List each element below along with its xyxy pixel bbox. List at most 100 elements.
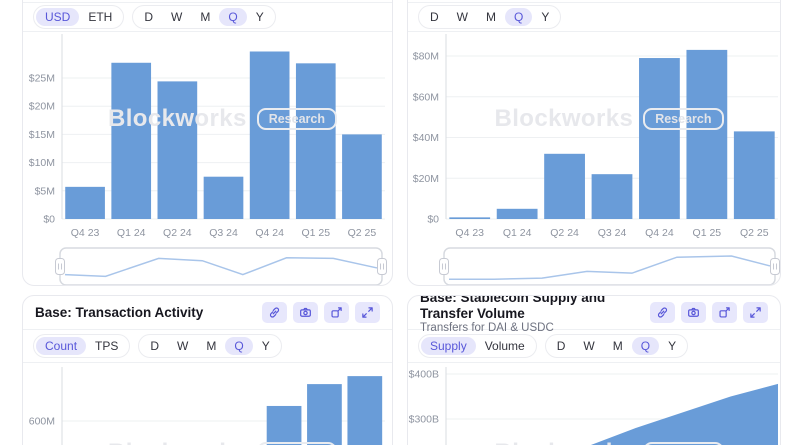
range-navigator[interactable] <box>55 247 387 285</box>
bar-Q4-23[interactable] <box>449 217 491 219</box>
navigator-handle[interactable] <box>439 258 449 275</box>
expand-button[interactable] <box>355 302 380 323</box>
bar-Q3-24[interactable] <box>203 176 244 219</box>
toggle-supply[interactable]: Supply <box>421 337 476 355</box>
toggle-d[interactable]: D <box>144 10 154 24</box>
bar-Q4-24[interactable] <box>639 58 680 219</box>
x-axis-tick-label: Q1 25 <box>693 227 722 239</box>
y-axis-tick-label: $20M <box>29 101 55 113</box>
expand-icon <box>362 307 373 318</box>
x-axis-tick-label: Q3 24 <box>598 227 627 239</box>
x-axis-tick-label: Q1 24 <box>503 227 532 239</box>
x-axis-tick-label: Q2 25 <box>348 227 377 239</box>
x-axis-tick-label: Q1 25 <box>301 227 330 239</box>
toggle-m[interactable]: M <box>206 339 217 353</box>
y-axis-tick-label: $10M <box>29 157 55 169</box>
y-axis-tick-label: $20M <box>413 173 439 185</box>
bar-Q2-25[interactable] <box>347 376 383 445</box>
pill-group: Count TPS <box>33 334 131 358</box>
bar-Q1-25[interactable] <box>686 49 728 220</box>
chart-canvas[interactable]: 600M <box>23 363 392 445</box>
export-image-button[interactable] <box>324 302 349 323</box>
bar-Q1-25[interactable] <box>307 384 342 445</box>
bar-Q1-24[interactable] <box>111 62 152 219</box>
toggle-y[interactable]: Y <box>668 339 677 353</box>
toggle-d[interactable]: D <box>150 339 160 353</box>
bar-Q2-24[interactable] <box>157 81 198 219</box>
toggle-q[interactable]: Q <box>225 337 253 355</box>
bar-Q3-24[interactable] <box>591 174 633 219</box>
link-icon <box>657 307 668 318</box>
navigator-handle[interactable] <box>55 258 65 275</box>
toggle-d[interactable]: D <box>430 10 439 24</box>
chart-canvas[interactable]: $300B $400B <box>408 363 780 445</box>
icon-row <box>650 302 768 323</box>
chart-panel-stablecoin-supply: Base: Stablecoin Supply and Transfer Vol… <box>407 295 781 445</box>
toggle-q[interactable]: Q <box>219 8 247 26</box>
toggle-d[interactable]: D <box>556 339 566 353</box>
toggle-m[interactable]: M <box>200 10 211 24</box>
toggle-row: USD ETH D W M Q Y <box>23 3 392 32</box>
toggle-y[interactable]: Y <box>255 10 264 24</box>
x-axis-tick-label: Q3 24 <box>209 227 238 239</box>
panel-header: Base: Transaction Activity <box>23 296 392 330</box>
camera-icon <box>688 307 699 317</box>
panel-title: Base: Transaction Activity <box>35 304 204 320</box>
camera-button[interactable] <box>681 302 706 323</box>
bar-Q1-25[interactable] <box>295 63 336 219</box>
toggle-usd[interactable]: USD <box>36 8 80 26</box>
toggle-count[interactable]: Count <box>36 337 87 355</box>
panel-header: Base: Stablecoin Supply and Transfer Vol… <box>408 296 780 334</box>
chart-canvas[interactable]: $0 $20M $40M $60M $80M Q4 23 Q1 24 Q2 24 Q3 24 Q4… <box>408 32 780 286</box>
toggle-tps[interactable]: TPS <box>95 339 119 353</box>
toggle-w[interactable]: W <box>583 339 595 353</box>
y-axis-tick-label: $400B <box>409 369 439 381</box>
navigator-series-line <box>449 255 771 281</box>
navigator-series-line <box>64 257 378 278</box>
bar-Q4-24[interactable] <box>266 405 302 445</box>
toggle-w[interactable]: W <box>456 10 468 24</box>
bar-Q2-25[interactable] <box>733 131 775 219</box>
chart-canvas[interactable]: $0 $5M $10M $15M $20M $25M Q4 23 Q1 24 Q2 24 Q3 2… <box>23 32 392 286</box>
toggle-y[interactable]: Y <box>261 339 270 353</box>
x-axis-tick-label: Q4 24 <box>255 227 284 239</box>
toggle-w[interactable]: W <box>171 10 183 24</box>
bar-Q4-24[interactable] <box>249 51 290 219</box>
toggle-m[interactable]: M <box>612 339 623 353</box>
navigator-handle[interactable] <box>377 258 387 275</box>
toggle-row: Count TPS D W M Q Y <box>23 330 392 363</box>
toggle-y[interactable]: Y <box>541 10 550 24</box>
link-button[interactable] <box>650 302 675 323</box>
y-axis-tick-label: $25M <box>29 73 55 85</box>
camera-button[interactable] <box>293 302 318 323</box>
y-axis-tick-label: $40M <box>413 132 439 144</box>
pill-group: USD ETH <box>33 5 125 29</box>
bar-Q2-25[interactable] <box>342 134 382 219</box>
expand-button[interactable] <box>743 302 768 323</box>
link-icon <box>269 307 280 318</box>
toggle-eth[interactable]: ETH <box>88 10 113 24</box>
toggle-q[interactable]: Q <box>505 8 533 26</box>
export-image-icon <box>331 307 342 318</box>
toggle-volume[interactable]: Volume <box>484 339 525 353</box>
toggle-q[interactable]: Q <box>631 337 660 355</box>
bar-Q4-23[interactable] <box>65 186 105 219</box>
export-image-button[interactable] <box>712 302 737 323</box>
bar-Q1-24[interactable] <box>496 208 538 219</box>
pill-group: Supply Volume <box>418 334 537 358</box>
x-axis-tick-label: Q4 23 <box>71 227 100 239</box>
toggle-m[interactable]: M <box>486 10 496 24</box>
link-button[interactable] <box>262 302 287 323</box>
range-navigator[interactable] <box>439 247 780 285</box>
area-series[interactable] <box>446 383 778 445</box>
toggle-w[interactable]: W <box>177 339 189 353</box>
bar-Q2-24[interactable] <box>544 153 585 219</box>
navigator-handle[interactable] <box>770 258 780 275</box>
y-axis-tick-label: 600M <box>29 416 55 428</box>
x-axis-tick-label: Q4 24 <box>645 227 674 239</box>
